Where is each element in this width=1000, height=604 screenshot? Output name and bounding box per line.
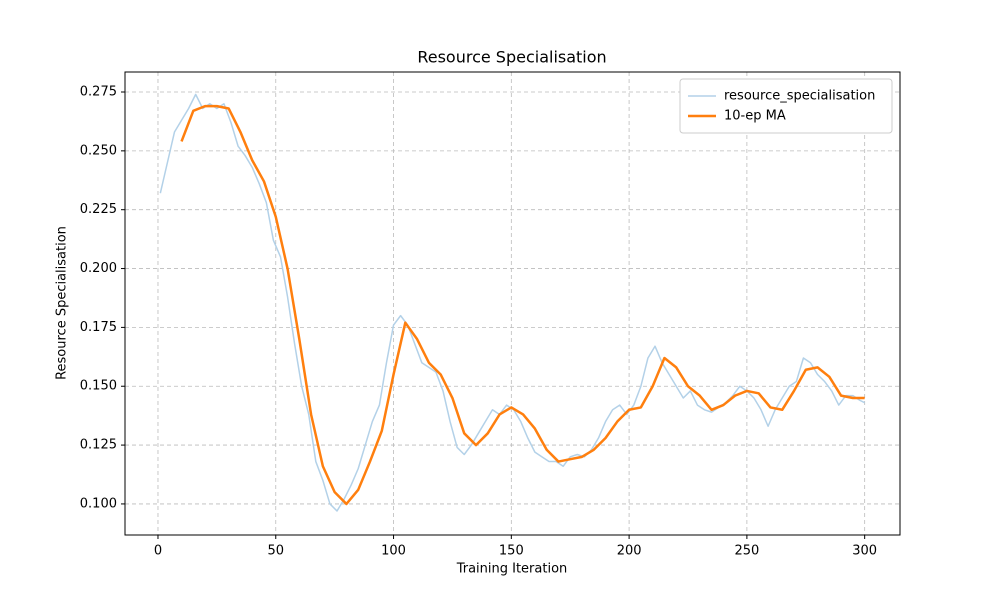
x-tick-label: 250 [734,544,759,559]
y-tick-label: 0.175 [80,320,117,335]
x-tick-label: 50 [267,544,284,559]
x-tick-label: 0 [154,544,162,559]
x-axis-label: Training Iteration [456,562,568,577]
y-tick-label: 0.150 [80,379,117,394]
chart-title: Resource Specialisation [417,48,606,67]
line-series [180,104,865,506]
y-tick-label: 0.100 [80,496,117,511]
legend-label: resource_specialisation [724,89,875,104]
x-tick-label: 200 [617,544,642,559]
legend-box [679,78,893,134]
y-tick-label: 0.125 [80,438,117,453]
y-tick-label: 0.225 [80,202,117,217]
legend-label: 10-ep MA [724,109,786,124]
x-tick-label: 300 [852,544,877,559]
y-axis-label: Resource Specialisation [55,226,70,380]
y-tick-label: 0.250 [80,143,117,158]
y-tick-label: 0.275 [80,85,117,100]
x-tick-label: 150 [499,544,524,559]
plot-frame [124,71,901,536]
y-tick-label: 0.200 [80,261,117,276]
x-tick-label: 100 [381,544,406,559]
